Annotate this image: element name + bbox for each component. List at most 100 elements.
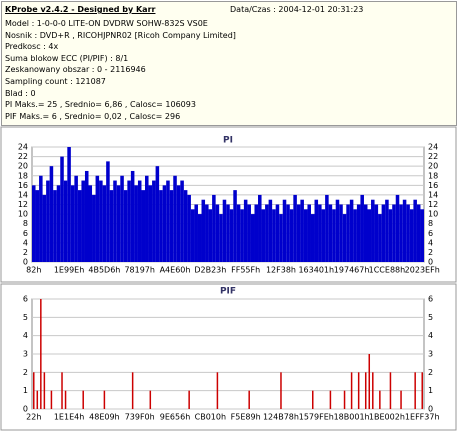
bar: [402, 199, 407, 262]
bar: [190, 209, 195, 262]
bar: [183, 190, 188, 262]
x-tick-label: 739F0h: [125, 413, 155, 422]
bar: [82, 390, 84, 409]
bar: [286, 204, 290, 262]
x-tick-label: 1E1E4h: [54, 413, 84, 422]
y-tick-label: 20: [18, 162, 28, 171]
y-tick-label-right: 16: [428, 181, 438, 190]
bar: [321, 209, 326, 262]
bar: [102, 185, 107, 262]
y-tick-label: 22: [18, 152, 28, 161]
y-tick-label: 4: [23, 331, 28, 340]
y-tick-label-right: 8: [428, 219, 433, 228]
chart-title: PI: [223, 136, 233, 146]
y-tick-label: 0: [23, 405, 28, 414]
bar: [216, 372, 219, 409]
bar: [113, 180, 117, 262]
y-tick-label-right: 20: [428, 162, 438, 171]
x-tick-label: 163401h: [298, 266, 334, 275]
x-tick-label: 78197h: [124, 266, 155, 275]
bar: [99, 180, 103, 262]
chart-title: PIF: [220, 287, 236, 297]
x-tick-label: 2023EFh: [405, 266, 440, 275]
bar: [310, 214, 315, 262]
bar: [32, 185, 36, 262]
bar: [64, 390, 67, 409]
bar: [88, 185, 93, 262]
x-tick-label: 12F38h: [266, 266, 296, 275]
bar: [339, 204, 343, 262]
bar: [169, 190, 174, 262]
bar: [120, 175, 124, 262]
y-tick-label-right: 0: [428, 258, 433, 267]
bar: [303, 209, 308, 262]
bar: [254, 204, 259, 262]
info-line: Sampling count : 121087: [5, 76, 106, 86]
bar: [399, 204, 403, 262]
bar: [293, 194, 297, 262]
bar: [70, 185, 75, 262]
bar: [414, 372, 416, 409]
bar: [363, 204, 368, 262]
bar: [395, 194, 400, 262]
bar: [56, 185, 61, 262]
bar: [215, 204, 220, 262]
y-tick-label: 16: [18, 181, 28, 190]
y-tick-label: 10: [18, 210, 28, 219]
bar: [353, 209, 357, 262]
y-tick-label-right: 2: [428, 368, 433, 377]
y-tick-label-right: 24: [428, 143, 438, 152]
y-tick-label: 1: [23, 386, 28, 395]
bar: [166, 180, 170, 262]
bar: [63, 180, 68, 262]
bar: [413, 199, 417, 262]
bar: [42, 194, 47, 262]
bar: [307, 204, 311, 262]
bar: [318, 204, 322, 262]
bar: [389, 372, 392, 409]
bar: [77, 190, 82, 262]
bar: [103, 390, 106, 409]
bar: [314, 199, 319, 262]
bar: [40, 299, 42, 409]
bar: [53, 190, 57, 262]
y-tick-label-right: 1: [428, 386, 433, 395]
bar: [421, 372, 423, 409]
bar: [229, 209, 234, 262]
y-tick-label: 4: [23, 238, 28, 247]
bar: [219, 214, 223, 262]
info-line: PIF Maks.= 6 , Srednio= 0,02 , Calosc= 2…: [5, 111, 181, 121]
x-tick-label: A4E60h: [160, 266, 191, 275]
bar: [325, 194, 329, 262]
bar: [222, 199, 227, 262]
bar: [74, 175, 78, 262]
bar: [106, 161, 110, 262]
bar: [33, 372, 35, 409]
datetime: Data/Czas : 2004-12-01 20:31:23: [230, 5, 364, 14]
bar: [265, 204, 269, 262]
bar: [131, 372, 134, 409]
bar: [342, 214, 347, 262]
bar: [279, 214, 283, 262]
bar: [149, 390, 152, 409]
bar: [236, 204, 241, 262]
bar: [92, 194, 96, 262]
x-tick-label: 1579FEh: [299, 413, 334, 422]
x-tick-label: 4B5D6h: [88, 266, 120, 275]
y-tick-label: 6: [23, 229, 28, 238]
bar: [188, 390, 190, 409]
x-tick-label: 197467h: [334, 266, 370, 275]
bar: [134, 185, 138, 262]
y-tick-label-right: 10: [428, 210, 438, 219]
x-tick-label: 1E99Eh: [54, 266, 84, 275]
bar: [357, 372, 360, 409]
y-tick-label: 5: [23, 313, 28, 322]
bar: [49, 166, 54, 262]
bar: [400, 390, 402, 409]
info-line: PI Maks.= 25 , Srednio= 6,86 , Calosc= 1…: [5, 100, 196, 110]
bar: [360, 194, 364, 262]
bar: [116, 185, 121, 262]
x-tick-label: 9E656h: [160, 413, 190, 422]
x-tick-label: CB010h: [195, 413, 226, 422]
bar: [155, 166, 160, 262]
